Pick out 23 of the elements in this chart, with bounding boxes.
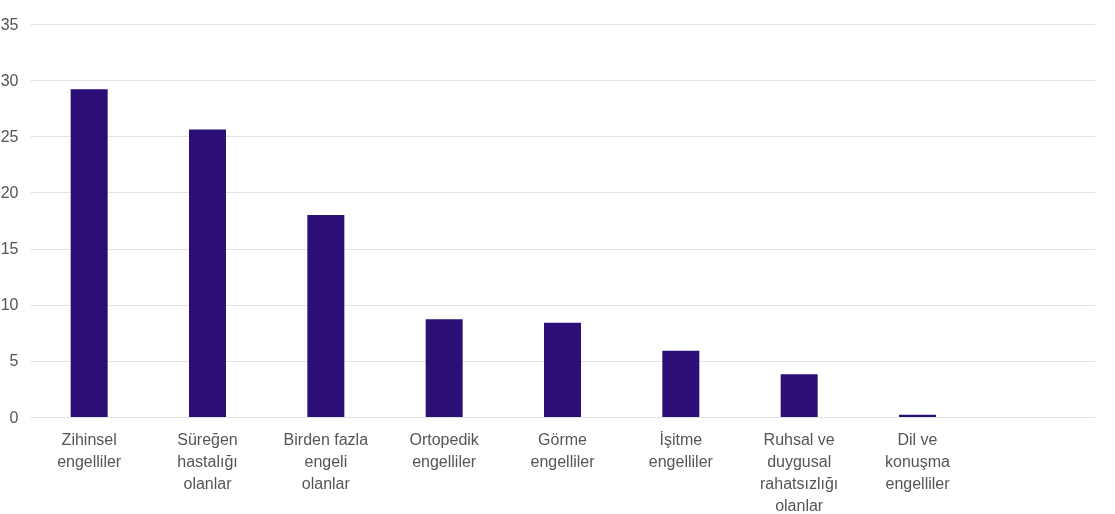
bar	[189, 129, 226, 417]
y-tick-label: 0	[9, 408, 19, 426]
x-tick-label: Birden fazla engeli olanlar	[283, 430, 369, 492]
y-tick-label: 30	[0, 71, 19, 89]
bar	[307, 214, 345, 417]
x-tick-label: İşitme engelliler	[648, 429, 714, 470]
y-tick-label: 10	[0, 296, 19, 314]
x-tick-label: Zihinsel engelliler	[57, 430, 122, 470]
y-tick-label: 5	[9, 352, 19, 370]
bar	[662, 350, 700, 417]
x-tick-label: Süreğen hastalığı olanlar	[177, 430, 238, 492]
y-tick-label: 20	[0, 183, 19, 201]
x-tick-label: Dil ve konuşma engelliler	[885, 430, 951, 492]
bar	[780, 374, 818, 417]
x-tick-label: Ortopedik engelliler	[409, 430, 480, 470]
x-tick-label: Görme engelliler	[530, 430, 596, 470]
y-tick-label: 25	[0, 127, 19, 145]
y-tick-label: 15	[0, 240, 19, 258]
bar	[544, 322, 581, 417]
bar	[425, 319, 463, 417]
x-tick-label: Ruhsal ve duygusal rahatsızlığı olanlar	[760, 430, 839, 514]
bar	[70, 89, 108, 417]
y-tick-label: 35	[0, 15, 19, 33]
